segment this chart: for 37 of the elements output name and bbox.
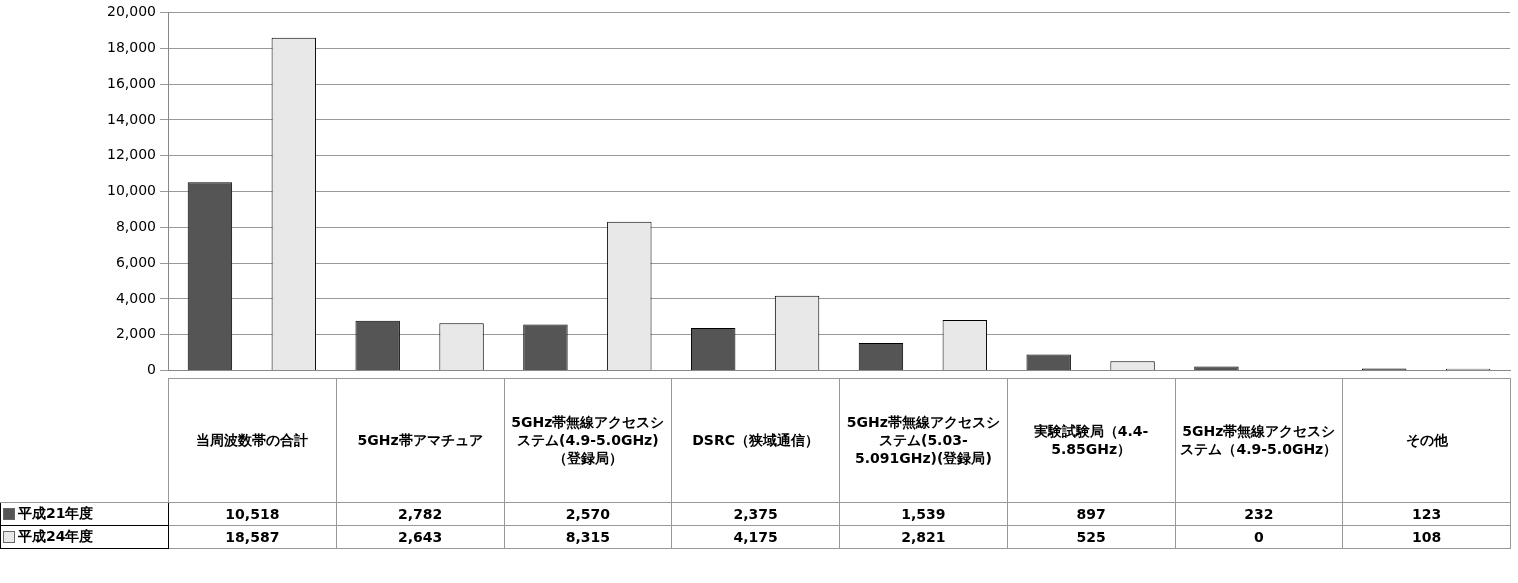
data-label: 10,518 (168, 502, 337, 526)
y-tick-label: 0 (147, 361, 156, 378)
data-label: 1,539 (839, 502, 1008, 526)
x-tick-label: 5GHz帯アマチュア (336, 378, 504, 503)
y-tick-label: 18,000 (107, 38, 156, 55)
data-label: 232 (1175, 502, 1343, 526)
legend-label: 平成21年度 (0, 502, 169, 526)
data-label: 123 (1342, 502, 1511, 526)
y-tick-label: 10,000 (107, 182, 156, 199)
legend-label: 平成24年度 (0, 525, 169, 549)
y-tick-label: 14,000 (107, 110, 156, 127)
x-tick-label: 実験試験局（4.4-5.85GHz） (1007, 378, 1175, 503)
y-tick-label: 12,000 (107, 146, 156, 163)
y-tick-label: 4,000 (115, 289, 156, 306)
x-tick-label: その他 (1342, 378, 1511, 503)
data-label: 108 (1342, 525, 1511, 549)
x-tick-label: 5GHz帯無線アクセスシステム（4.9-5.0GHz） (1175, 378, 1343, 503)
y-tick-label: 8,000 (115, 217, 156, 234)
data-label: 8,315 (504, 525, 672, 549)
x-tick-label: DSRC（狭域通信） (671, 378, 840, 503)
data-label: 2,821 (839, 525, 1008, 549)
data-label: 525 (1007, 525, 1175, 549)
data-label: 2,782 (336, 502, 504, 526)
x-tick-label: 5GHz帯無線アクセスシステム(5.03-5.091GHz)(登録局) (839, 378, 1008, 503)
data-label: 897 (1007, 502, 1175, 526)
y-tick-label: 2,000 (115, 325, 156, 342)
x-tick-label: 5GHz帯無線アクセスシステム(4.9-5.0GHz)（登録局） (504, 378, 672, 503)
data-label: 2,570 (504, 502, 672, 526)
data-label: 2,643 (336, 525, 504, 549)
data-label: 2,375 (671, 502, 840, 526)
x-tick-label: 当周波数帯の合計 (168, 378, 337, 503)
data-label: 4,175 (671, 525, 840, 549)
y-tick-label: 16,000 (107, 74, 156, 91)
data-label: 0 (1175, 525, 1343, 549)
data-label: 18,587 (168, 525, 337, 549)
y-tick-label: 20,000 (107, 3, 156, 20)
y-tick-label: 6,000 (115, 253, 156, 270)
